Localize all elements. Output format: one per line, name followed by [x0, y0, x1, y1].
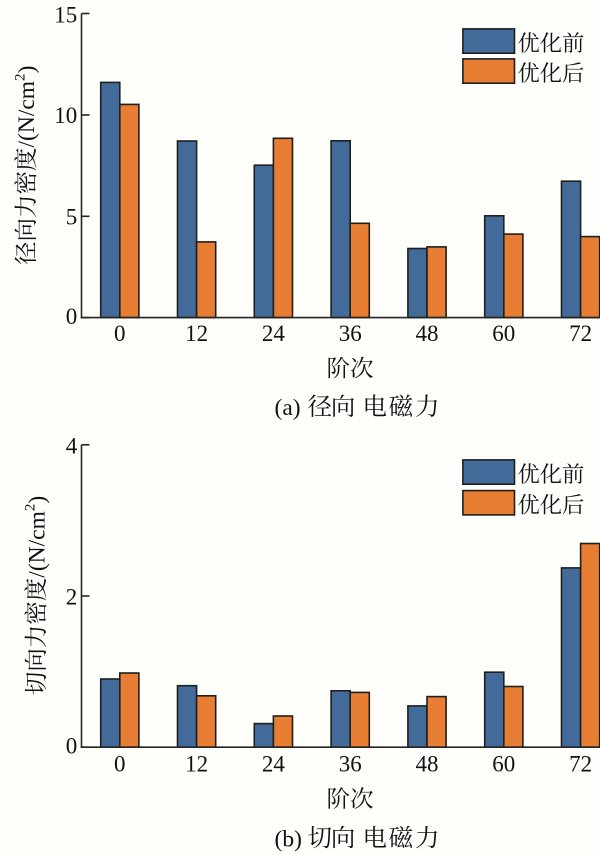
svg-text:72: 72: [569, 321, 592, 346]
svg-text:4: 4: [66, 433, 78, 458]
svg-text:(a): (a): [275, 395, 301, 421]
svg-text:60: 60: [492, 321, 515, 346]
svg-text:60: 60: [492, 752, 515, 777]
svg-text:2: 2: [22, 504, 38, 512]
svg-text:0: 0: [66, 304, 78, 329]
svg-text:12: 12: [185, 752, 208, 777]
svg-text:10: 10: [54, 103, 77, 128]
svg-text:): ): [14, 66, 40, 74]
svg-text:2: 2: [12, 73, 28, 81]
svg-text:/(N/cm: /(N/cm: [14, 81, 40, 148]
svg-text:36: 36: [339, 752, 362, 777]
svg-text:72: 72: [569, 752, 592, 777]
svg-text:0: 0: [114, 321, 126, 346]
svg-text:0: 0: [114, 752, 126, 777]
svg-text:0: 0: [66, 733, 78, 758]
svg-text:/(N/cm: /(N/cm: [24, 511, 50, 578]
svg-text:48: 48: [416, 752, 439, 777]
svg-text:36: 36: [339, 321, 362, 346]
svg-text:24: 24: [262, 752, 286, 777]
svg-text:15: 15: [54, 2, 77, 27]
svg-text:24: 24: [262, 321, 286, 346]
svg-text:2: 2: [66, 585, 78, 610]
svg-text:(b): (b): [275, 826, 302, 852]
svg-text:5: 5: [66, 204, 78, 229]
svg-text:12: 12: [185, 321, 208, 346]
svg-text:48: 48: [416, 321, 439, 346]
svg-text:): ): [24, 496, 50, 504]
